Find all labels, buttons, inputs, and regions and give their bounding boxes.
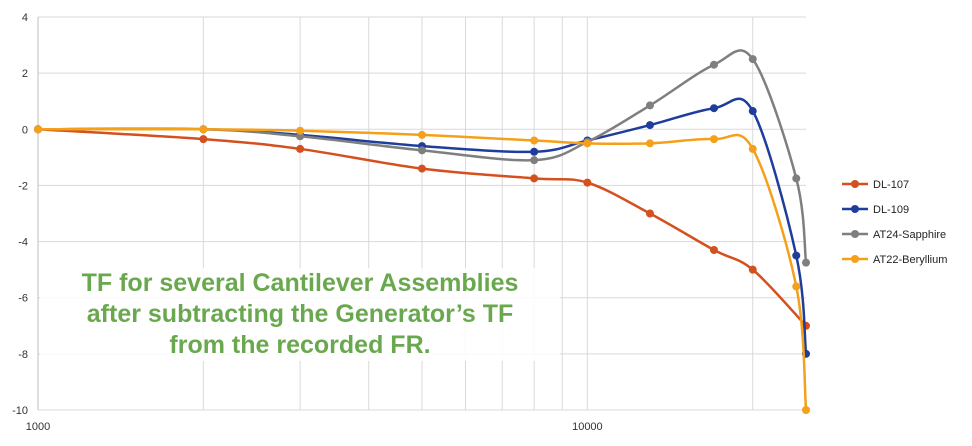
data-point — [709, 245, 718, 254]
data-point — [296, 126, 305, 135]
data-point — [645, 101, 654, 110]
data-point — [199, 125, 208, 134]
data-point — [530, 174, 539, 183]
x-tick-label: 1000 — [26, 421, 50, 433]
data-point — [748, 265, 757, 274]
data-point — [530, 136, 539, 145]
data-point — [34, 125, 42, 134]
data-point — [748, 144, 757, 153]
data-point — [645, 209, 654, 218]
legend-entry: AT22-Beryllium — [842, 254, 947, 266]
data-point — [802, 258, 810, 267]
series-line — [37, 49, 808, 263]
data-point — [792, 282, 801, 291]
data-point — [583, 178, 592, 187]
data-point — [709, 135, 718, 144]
y-tick-label: 2 — [22, 68, 28, 80]
series-at22-beryllium — [34, 125, 810, 414]
data-point — [199, 135, 208, 144]
y-tick-label: 4 — [22, 12, 28, 24]
legend-marker — [851, 230, 859, 238]
data-point — [418, 130, 426, 139]
y-tick-label: -10 — [12, 405, 28, 417]
data-point — [802, 406, 810, 414]
data-point — [748, 107, 757, 116]
data-series — [34, 49, 810, 414]
y-tick-label: -4 — [18, 237, 28, 249]
data-point — [583, 139, 592, 148]
legend-entry: DL-109 — [842, 204, 909, 216]
data-point — [709, 60, 718, 69]
data-point — [530, 147, 539, 156]
x-tick-label: 10000 — [572, 421, 603, 433]
data-point — [296, 132, 305, 141]
y-tick-label: -6 — [18, 293, 28, 305]
legend-marker — [851, 255, 859, 263]
legend-marker — [851, 205, 859, 213]
legend-label: DL-109 — [873, 204, 909, 216]
legend-label: AT22-Beryllium — [873, 254, 947, 266]
data-point — [418, 164, 426, 173]
axes: 4 2 0 -2 -4 -6 -8 -10 1000 10000 — [12, 12, 603, 433]
chart-annotation: TF for several Cantilever Assemblies aft… — [40, 268, 560, 361]
legend-marker — [851, 180, 859, 188]
y-tick-label: -2 — [18, 180, 28, 192]
data-point — [645, 139, 654, 148]
legend: DL-107 DL-109 AT24-Sapphire AT22-Beryllium — [842, 179, 947, 266]
data-point — [645, 121, 654, 130]
legend-label: AT24-Sapphire — [873, 229, 946, 241]
data-point — [530, 156, 539, 165]
data-point — [792, 251, 801, 260]
data-point — [296, 144, 305, 153]
data-point — [748, 55, 757, 64]
data-point — [709, 104, 718, 113]
legend-label: DL-107 — [873, 179, 909, 191]
legend-entry: AT24-Sapphire — [842, 229, 946, 241]
y-tick-label: -8 — [18, 349, 28, 361]
legend-entry: DL-107 — [842, 179, 909, 191]
series-line — [37, 127, 808, 411]
y-tick-label: 0 — [22, 124, 28, 136]
data-point — [792, 174, 801, 183]
data-point — [418, 146, 426, 155]
